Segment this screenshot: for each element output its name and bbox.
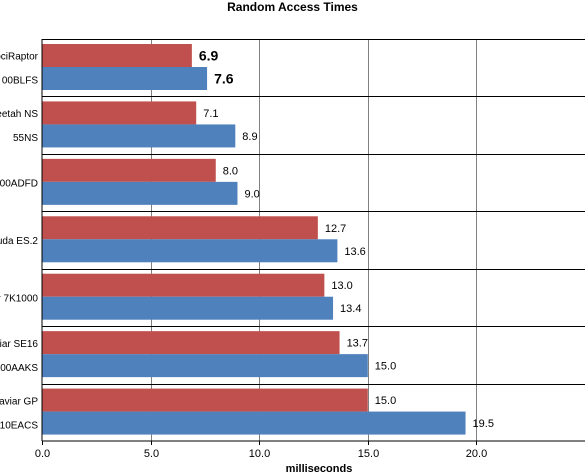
bar: [42, 411, 466, 435]
bar: [42, 101, 197, 125]
bar: [42, 239, 338, 263]
data-label: 8.0: [223, 165, 238, 177]
data-label: 13.6: [344, 246, 365, 258]
chart-title: Random Access Times: [227, 0, 358, 14]
category-label: aviar GP: [0, 396, 38, 407]
bar: [42, 388, 368, 412]
category-label: aviar SE16: [0, 339, 38, 350]
x-tick-label: 0.0: [35, 448, 50, 460]
category-label: r 7K1000: [0, 293, 38, 304]
data-label: 19.5: [473, 418, 494, 430]
data-label: 7.1: [203, 108, 218, 120]
bar: [42, 124, 236, 148]
x-axis-title: milliseconds: [286, 463, 353, 475]
data-label: 13.4: [340, 303, 361, 315]
x-axis-ticks: 0.0 5.0 10.0 15.0 20.0: [35, 441, 487, 460]
category-separators: [42, 39, 585, 385]
x-tick-label: 15.0: [358, 448, 379, 460]
x-tick-label: 20.0: [466, 448, 487, 460]
data-label: 13.7: [347, 338, 368, 350]
bar: [42, 273, 325, 297]
bars: [42, 44, 466, 435]
bar: [42, 331, 340, 355]
data-label: 8.9: [242, 131, 257, 143]
bar: [42, 67, 208, 90]
category-label: uda ES.2: [0, 236, 38, 247]
category-label: 00BLFS: [2, 76, 38, 87]
category-label: 10EACS: [0, 420, 38, 431]
category-label: 00AAKS: [0, 363, 38, 374]
bar: [42, 354, 368, 378]
data-label: 15.0: [375, 361, 396, 373]
x-tick-label: 5.0: [144, 448, 159, 460]
data-label: 6.9: [199, 48, 219, 64]
bar: [42, 158, 216, 182]
x-tick-label: 10.0: [249, 448, 270, 460]
category-labels: ociRaptor 00BLFS eetah NS 55NS 500ADFD uda ES…: [0, 52, 39, 432]
data-label: 7.6: [214, 71, 234, 87]
category-label: 500ADFD: [0, 179, 38, 190]
bar: [42, 216, 318, 240]
data-label: 15.0: [375, 395, 396, 407]
category-label: ociRaptor: [0, 52, 39, 63]
category-label: 55NS: [13, 133, 38, 144]
category-label: eetah NS: [0, 109, 38, 120]
data-label: 9.0: [244, 188, 259, 200]
bar: [42, 296, 334, 320]
bar: [42, 44, 192, 67]
data-label: 13.0: [331, 280, 352, 292]
bar: [42, 181, 238, 205]
data-labels: 6.9 7.6 7.1 8.9 8.0 9.0 12.7 13.6 13.0 13.4 13.7 15…: [199, 48, 494, 431]
data-label: 12.7: [325, 223, 346, 235]
